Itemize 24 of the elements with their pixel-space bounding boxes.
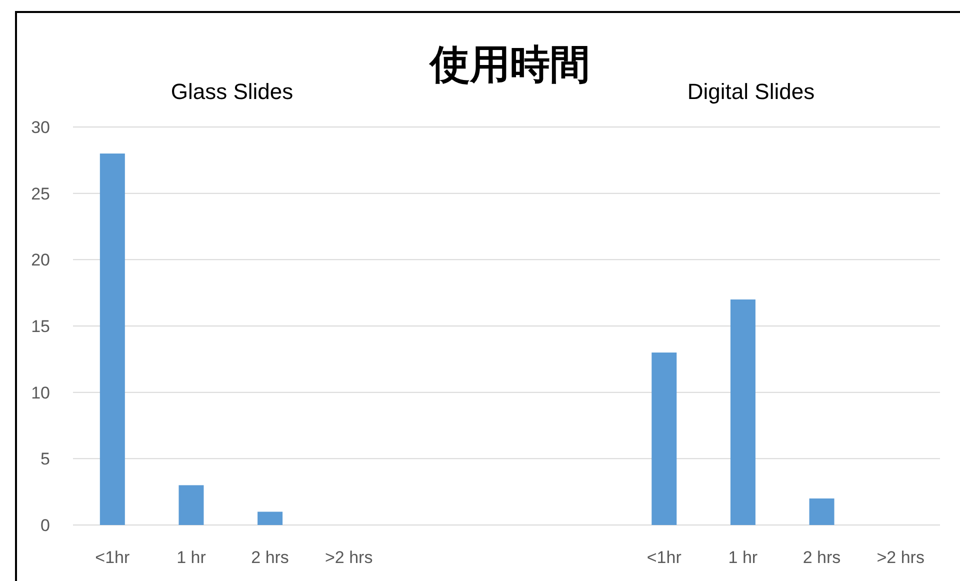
y-tick-label: 10	[31, 383, 50, 402]
x-tick-label: 1 hr	[176, 548, 206, 567]
x-tick-label: <1hr	[95, 548, 130, 567]
x-tick-label: >2 hrs	[876, 548, 924, 567]
bar	[100, 154, 125, 525]
bar	[178, 485, 204, 525]
y-tick-label: 30	[31, 118, 50, 137]
bar	[809, 498, 834, 525]
x-tick-label: >2 hrs	[324, 548, 373, 567]
y-tick-label: 5	[40, 450, 50, 469]
x-tick-label: 1 hr	[728, 548, 758, 567]
bar	[730, 299, 756, 525]
y-tick-label: 15	[31, 317, 50, 336]
x-tick-label: 2 hrs	[802, 548, 841, 567]
text: Glass Slides	[170, 79, 294, 104]
text: Digital Slides	[687, 79, 815, 104]
bar	[258, 512, 283, 525]
x-tick-label: <1hr	[646, 548, 682, 567]
x-tick-label: 2 hrs	[251, 548, 289, 567]
bar	[652, 352, 677, 525]
y-tick-label: 20	[31, 250, 50, 270]
y-tick-label: 0	[40, 516, 50, 535]
y-tick-label: 25	[31, 184, 50, 204]
chart-title: 使用時間	[428, 41, 590, 88]
